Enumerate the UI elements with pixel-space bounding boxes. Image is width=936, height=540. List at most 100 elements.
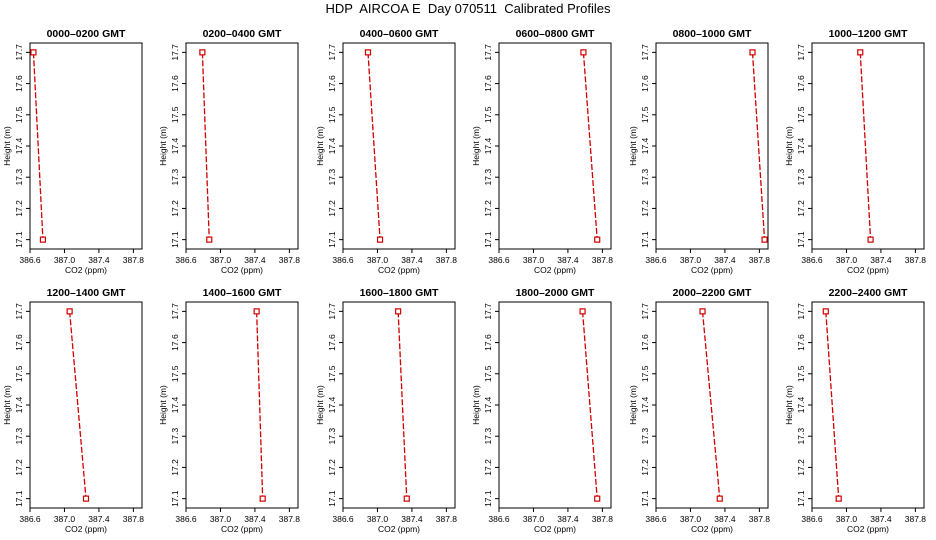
x-axis-label: CO2 (ppm)	[221, 524, 263, 534]
y-tick-label: 17.7	[796, 44, 806, 61]
x-tick-label: 387.8	[905, 255, 927, 265]
data-point	[206, 236, 213, 243]
y-tick-label: 17.6	[170, 334, 180, 351]
y-tick-label: 17.3	[327, 169, 337, 186]
panel-title: 2000–2200 GMT	[673, 287, 752, 299]
y-axis-label: Height (m)	[2, 126, 12, 166]
x-axis-label: CO2 (ppm)	[534, 524, 576, 534]
y-tick-label: 17.6	[640, 75, 650, 92]
x-tick-label: 386.6	[332, 255, 354, 265]
x-tick-label: 387.0	[523, 514, 545, 524]
x-tick-label: 387.8	[436, 255, 458, 265]
data-point	[259, 495, 266, 502]
y-tick-label: 17.1	[483, 490, 493, 507]
data-point	[30, 49, 37, 56]
profile-line	[68, 311, 87, 499]
y-tick-label: 17.5	[327, 106, 337, 123]
profile-line	[751, 52, 766, 240]
y-tick-label: 17.1	[640, 231, 650, 248]
y-tick-label: 17.1	[14, 490, 24, 507]
y-axis-label: Height (m)	[628, 126, 638, 166]
y-tick-label: 17.4	[483, 396, 493, 413]
y-tick-label: 17.7	[483, 44, 493, 61]
y-tick-label: 17.2	[796, 459, 806, 476]
y-tick-label: 17.5	[640, 106, 650, 123]
y-axis-label: Height (m)	[315, 126, 325, 166]
plot-frame	[185, 301, 299, 509]
y-tick-label: 17.3	[640, 169, 650, 186]
y-tick-label: 17.7	[14, 303, 24, 320]
profile-line	[397, 311, 408, 499]
x-tick-label: 387.0	[836, 514, 858, 524]
data-point	[82, 495, 90, 502]
y-tick-label: 17.3	[483, 169, 493, 186]
x-tick-label: 386.6	[645, 255, 667, 265]
x-tick-label: 387.0	[680, 514, 702, 524]
y-tick-label: 17.2	[14, 459, 24, 476]
y-tick-label: 17.7	[327, 303, 337, 320]
y-tick-label: 17.3	[170, 169, 180, 186]
x-tick-label: 386.6	[19, 255, 41, 265]
y-tick-label: 17.2	[170, 200, 180, 217]
y-tick-label: 17.5	[14, 365, 24, 382]
x-tick-label: 387.8	[123, 255, 145, 265]
data-point	[395, 308, 402, 315]
y-tick-label: 17.4	[327, 137, 337, 154]
y-tick-label: 17.4	[170, 396, 180, 413]
panel-title: 1000–1200 GMT	[829, 28, 908, 40]
data-point	[594, 495, 601, 502]
data-point	[253, 308, 260, 315]
plot-frame	[29, 301, 143, 509]
y-tick-label: 17.3	[796, 169, 806, 186]
x-tick-label: 387.4	[244, 255, 266, 265]
data-point	[579, 308, 586, 315]
data-point	[66, 308, 73, 315]
y-tick-label: 17.7	[170, 303, 180, 320]
panel-title: 1800–2000 GMT	[516, 287, 595, 299]
y-tick-label: 17.1	[640, 490, 650, 507]
y-tick-label: 17.3	[640, 428, 650, 445]
x-tick-label: 387.8	[279, 514, 301, 524]
y-tick-label: 17.7	[640, 44, 650, 61]
x-tick-label: 387.4	[870, 514, 892, 524]
data-point	[835, 495, 842, 502]
panel-title: 0400–0600 GMT	[360, 28, 439, 40]
y-tick-label: 17.2	[640, 459, 650, 476]
panel-title: 0800–1000 GMT	[673, 28, 752, 40]
y-tick-label: 17.5	[483, 365, 493, 382]
x-tick-label: 387.0	[54, 255, 76, 265]
data-point	[761, 236, 768, 243]
x-axis-label: CO2 (ppm)	[378, 524, 420, 534]
y-tick-label: 17.5	[170, 106, 180, 123]
plot-frame	[811, 301, 925, 509]
plot-frame	[811, 42, 925, 250]
data-point	[749, 49, 756, 56]
x-tick-label: 387.4	[557, 255, 579, 265]
y-tick-label: 17.5	[14, 106, 24, 123]
y-tick-label: 17.7	[14, 44, 24, 61]
y-tick-label: 17.1	[327, 490, 337, 507]
data-point	[716, 495, 723, 502]
data-point	[594, 236, 601, 243]
x-axis-label: CO2 (ppm)	[534, 265, 576, 275]
y-axis-label: Height (m)	[471, 385, 481, 425]
y-tick-label: 17.5	[170, 365, 180, 382]
y-axis-label: Height (m)	[784, 385, 794, 425]
y-tick-label: 17.6	[327, 75, 337, 92]
y-tick-label: 17.4	[14, 137, 24, 154]
panel-title: 0000–0200 GMT	[47, 28, 126, 40]
y-tick-label: 17.1	[170, 490, 180, 507]
x-tick-label: 387.4	[244, 514, 266, 524]
y-tick-label: 17.6	[796, 75, 806, 92]
profile-line	[32, 52, 44, 240]
x-axis-label: CO2 (ppm)	[65, 524, 107, 534]
panel-title: 0200–0400 GMT	[203, 28, 282, 40]
plot-frame	[29, 42, 143, 250]
y-tick-label: 17.2	[640, 200, 650, 217]
x-tick-label: 387.8	[592, 514, 614, 524]
x-axis-label: CO2 (ppm)	[847, 524, 889, 534]
y-tick-label: 17.4	[640, 396, 650, 413]
x-axis-label: CO2 (ppm)	[691, 524, 733, 534]
y-axis-label: Height (m)	[158, 126, 168, 166]
x-tick-label: 386.6	[175, 514, 197, 524]
